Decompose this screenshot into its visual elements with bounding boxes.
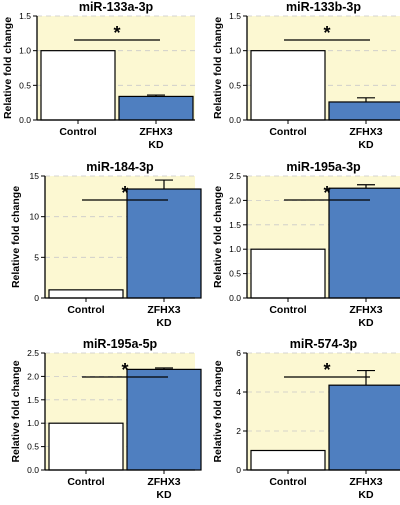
x-category-label: ZFHX3 KD [147, 304, 180, 329]
x-category-label: ZFHX3 KD [147, 476, 180, 500]
bar-zfhx3-kd [328, 101, 400, 121]
y-tick-label: 0.0 [19, 115, 31, 125]
significance-star: * [121, 360, 128, 380]
chart-title: miR-133a-3p [79, 0, 154, 14]
x-category-label: Control [67, 304, 104, 316]
x-category-label: ZFHX3 KD [139, 126, 172, 151]
x-category-label: ZFHX3 KD [349, 126, 382, 151]
bar-zfhx3-kd [126, 368, 202, 471]
bar-control [250, 449, 326, 471]
bar-zfhx3-kd [328, 384, 400, 471]
y-axis-label: Relative fold change [212, 186, 224, 288]
y-axis-label: Relative fold change [10, 360, 22, 462]
y-tick-label: 1.0 [19, 46, 31, 56]
y-axis-label: Relative fold change [2, 17, 14, 119]
y-axis-label: Relative fold change [212, 360, 224, 462]
x-category-label: ZFHX3 KD [349, 304, 382, 329]
y-tick-label: 2.0 [229, 195, 241, 205]
chart-panel-5: 0.0 0.5 1.0 1.5 2.0 2.5 Control ZFHX3 KD miR-195a… [10, 337, 202, 501]
y-tick-label: 1.5 [229, 220, 241, 230]
x-category-label: Control [269, 126, 306, 138]
y-tick-label: 1.5 [27, 395, 39, 405]
chart-title: miR-195a-3p [286, 160, 361, 174]
chart-title: miR-133b-3p [286, 0, 361, 14]
y-tick-label: 0.0 [229, 115, 241, 125]
y-tick-label: 0.5 [27, 442, 39, 452]
significance-star: * [323, 360, 330, 380]
y-tick-label: 0 [34, 293, 39, 303]
y-axis-label: Relative fold change [212, 17, 224, 119]
y-tick-label: 1.0 [27, 418, 39, 428]
chart-title: miR-184-3p [86, 160, 154, 174]
y-tick-label: 0 [236, 465, 241, 475]
y-tick-label: 15 [30, 171, 40, 181]
y-tick-label: 0.0 [27, 465, 39, 475]
significance-star: * [113, 23, 120, 43]
bar-control [40, 50, 116, 121]
x-category-label: ZFHX3 KD [349, 476, 382, 500]
y-tick-label: 4 [236, 387, 241, 397]
chart-title: miR-195a-5p [83, 337, 158, 351]
bar-control [48, 422, 124, 471]
chart-panel-2: 0.0 0.5 1.0 1.5 Control ZFHX3 KD miR-133b-3p Rel… [212, 0, 400, 151]
bar-zfhx3-kd [328, 187, 400, 299]
y-tick-label: 5 [34, 252, 39, 262]
y-tick-label: 2.5 [229, 171, 241, 181]
y-tick-label: 2.0 [27, 371, 39, 381]
bar-control [250, 248, 326, 299]
x-category-label: Control [269, 476, 306, 488]
bar-control [250, 50, 326, 121]
y-tick-label: 2 [236, 426, 241, 436]
significance-star: * [323, 183, 330, 203]
bar-zfhx3-kd [126, 188, 202, 299]
chart-panel-3: 0 5 10 15 Control ZFHX3 KD miR-184-3p Relative f… [10, 160, 202, 329]
y-tick-label: 0.5 [229, 269, 241, 279]
y-tick-label: 0.5 [229, 80, 241, 90]
x-category-label: Control [59, 126, 96, 138]
y-tick-label: 0.5 [19, 80, 31, 90]
chart-panel-4: 0.0 0.5 1.0 1.5 2.0 2.5 Control ZFHX3 KD miR-195a… [212, 160, 400, 329]
y-axis-label: Relative fold change [10, 186, 22, 288]
bar-zfhx3-kd [118, 95, 194, 121]
y-tick-label: 2.5 [27, 348, 39, 358]
y-tick-label: 0.0 [229, 293, 241, 303]
x-category-label: Control [269, 304, 306, 316]
y-tick-label: 1.0 [229, 46, 241, 56]
y-tick-label: 1.0 [229, 244, 241, 254]
y-tick-label: 6 [236, 348, 241, 358]
x-category-label: Control [67, 476, 104, 488]
significance-star: * [323, 23, 330, 43]
chart-title: miR-574-3p [290, 337, 358, 351]
bar-control [48, 289, 124, 299]
chart-panel-6: 0 2 4 6 Control ZFHX3 KD miR-574-3p Relative fol… [212, 337, 400, 501]
y-tick-label: 10 [30, 212, 40, 222]
y-tick-label: 1.5 [229, 11, 241, 21]
chart-panel-1: 0.0 0.5 1.0 1.5 Control ZFHX3 KD miR-133a-3p Rel… [2, 0, 195, 151]
significance-star: * [121, 183, 128, 203]
y-tick-label: 1.5 [19, 11, 31, 21]
